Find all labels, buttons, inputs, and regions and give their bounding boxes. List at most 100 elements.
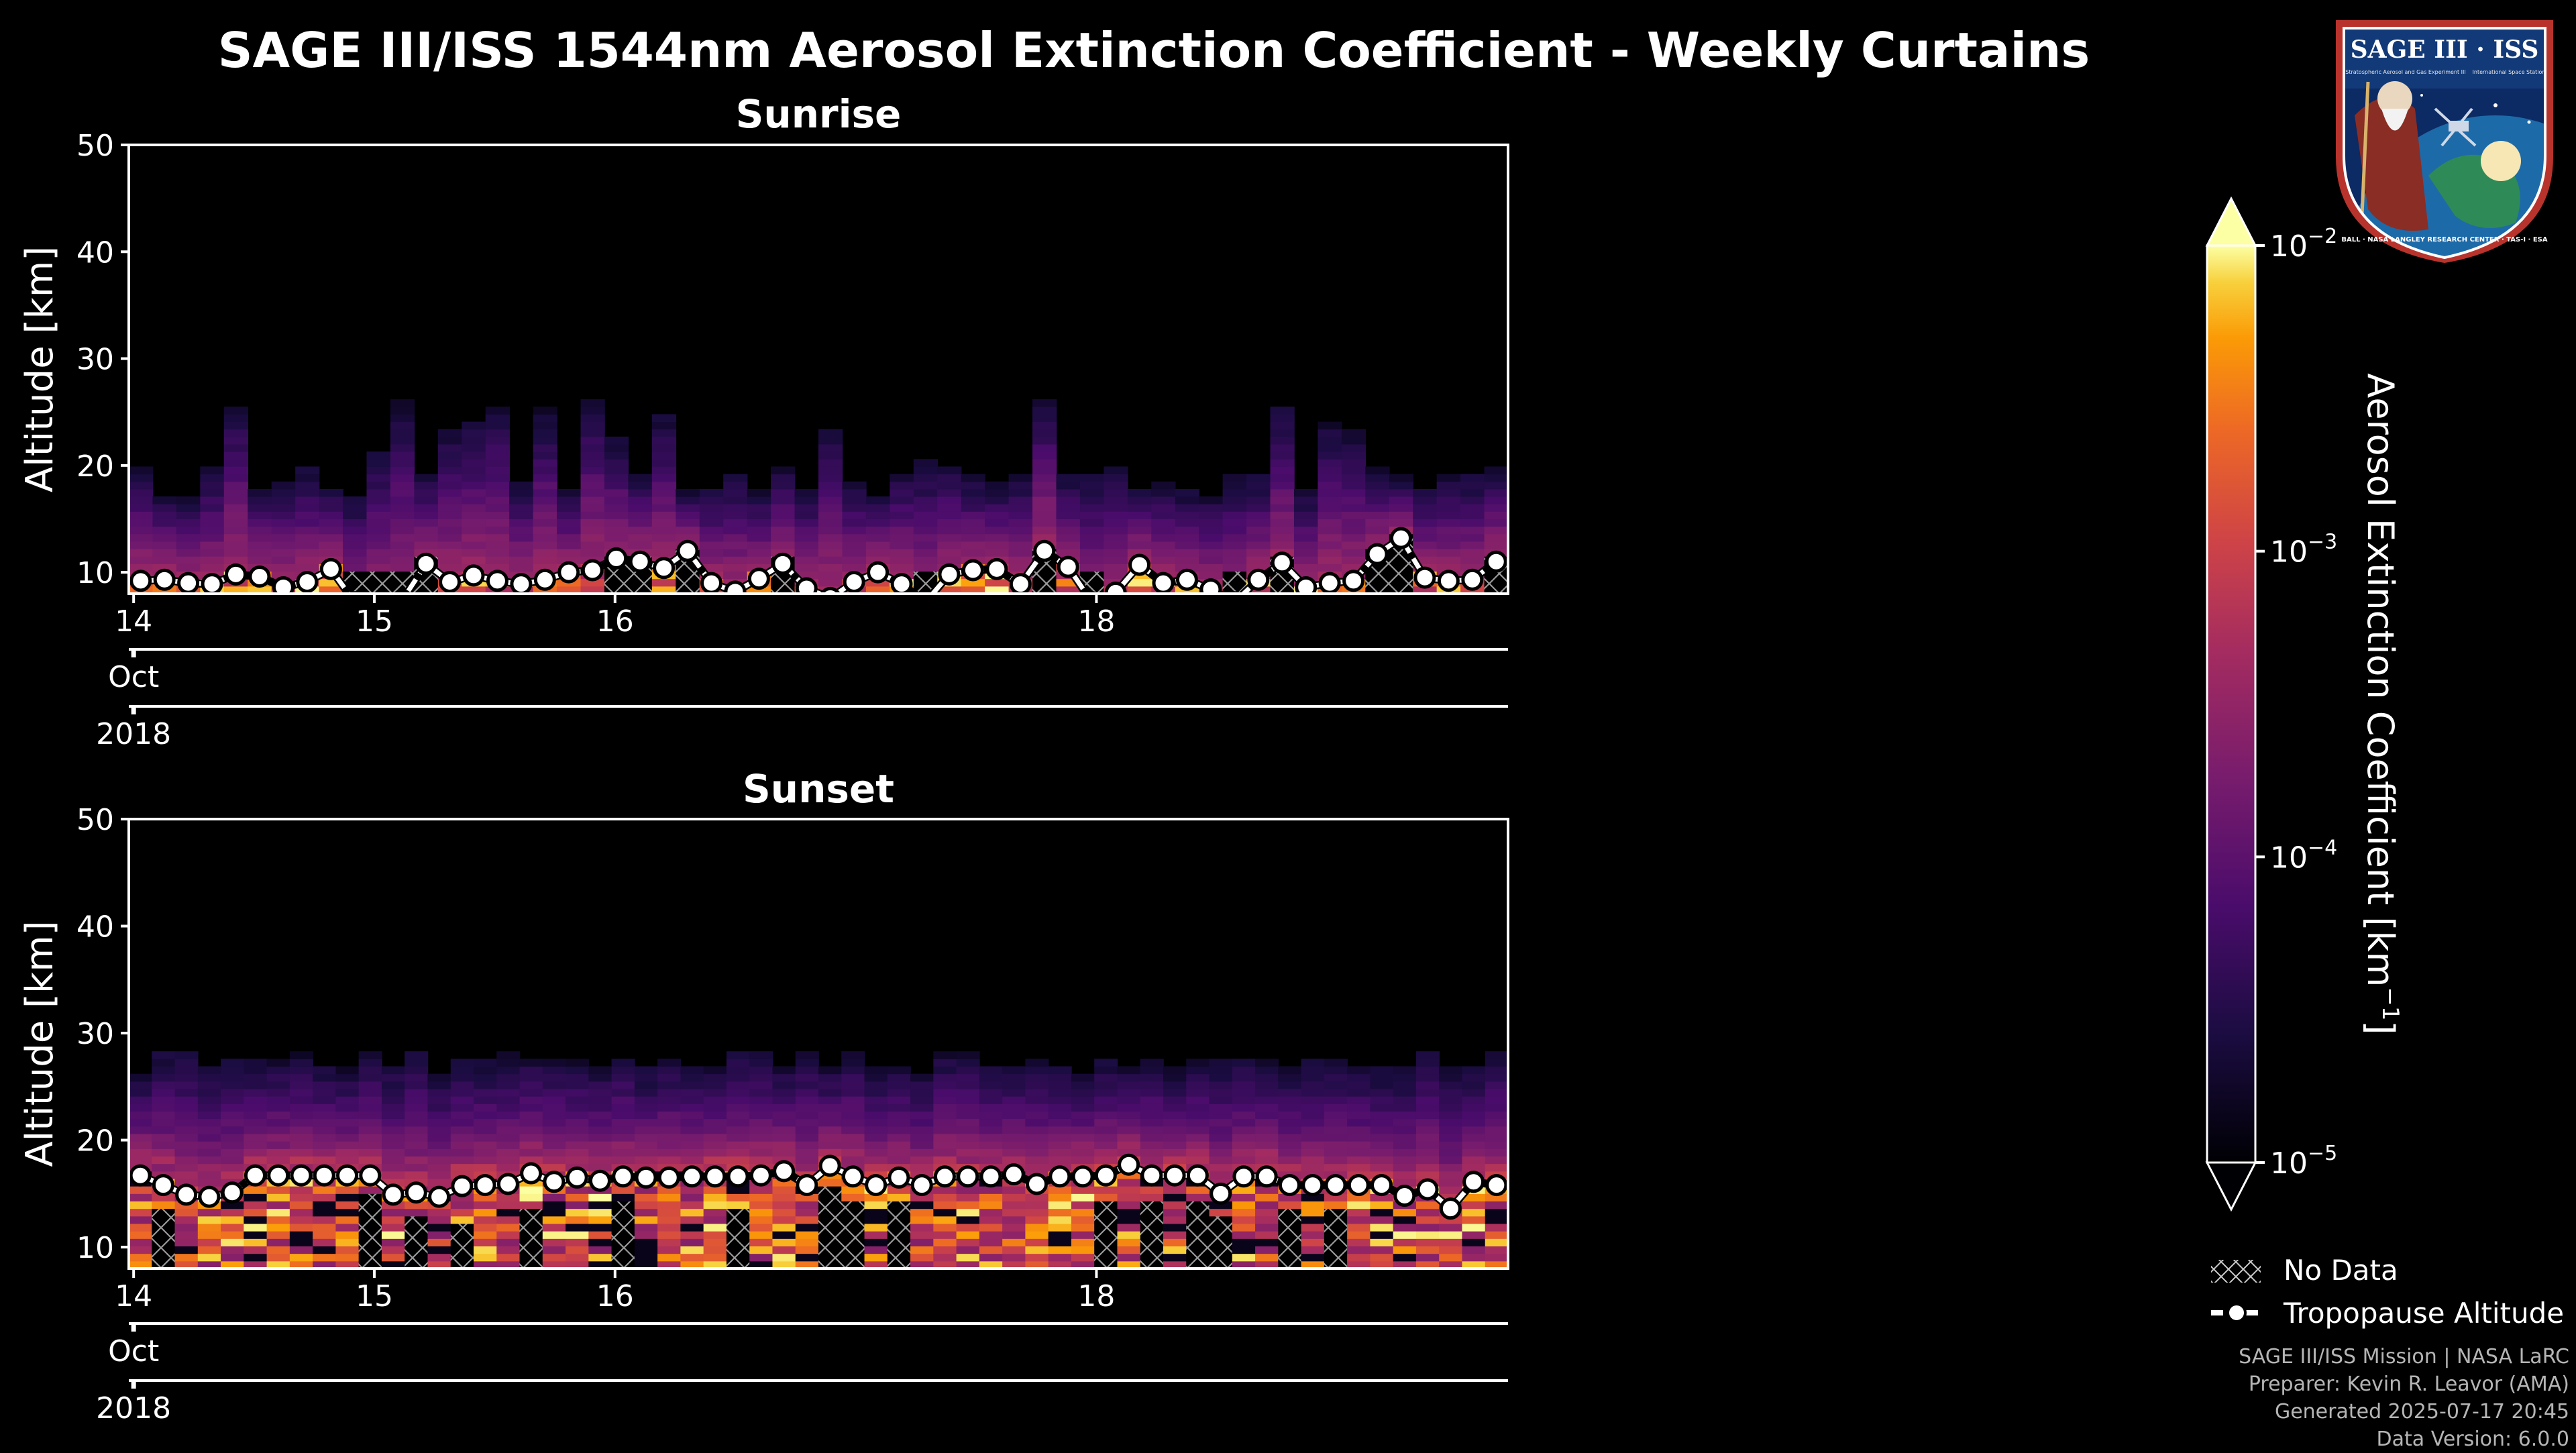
tropopause-point [796, 1174, 818, 1197]
extinction-cell [152, 1201, 176, 1209]
extinction-cell [197, 1260, 221, 1269]
extinction-cell [651, 496, 677, 504]
extinction-cell [509, 481, 534, 490]
extinction-cell [1484, 511, 1508, 519]
no-data-cell [1324, 1208, 1348, 1217]
extinction-cell [676, 488, 700, 497]
extinction-cell [841, 1126, 865, 1134]
extinction-cell [1140, 1126, 1164, 1134]
extinction-cell [604, 451, 629, 460]
extinction-cell [248, 541, 272, 549]
extinction-cell [747, 556, 771, 564]
extinction-cell [358, 1118, 382, 1127]
extinction-cell [749, 1231, 773, 1239]
extinction-cell [566, 1126, 590, 1134]
extinction-cell [1485, 1104, 1508, 1112]
extinction-cell [496, 1096, 521, 1104]
extinction-cell [1270, 481, 1295, 490]
extinction-cell [1222, 519, 1247, 527]
extinction-cell [772, 1156, 796, 1165]
extinction-cell [390, 563, 415, 572]
extinction-cell [864, 1201, 888, 1209]
extinction-cell [313, 1134, 337, 1142]
extinction-cell [1140, 1089, 1164, 1097]
extinction-cell [200, 526, 225, 535]
extinction-cell [1151, 496, 1176, 504]
extinction-cell [979, 1253, 1003, 1262]
extinction-cell [1079, 533, 1105, 542]
extinction-cell [223, 444, 249, 452]
extinction-cell [580, 436, 605, 445]
extinction-cell [427, 1096, 451, 1104]
extinction-cell [865, 496, 891, 504]
extinction-cell [1301, 1118, 1325, 1127]
extinction-cell [566, 1089, 590, 1097]
extinction-cell [335, 1238, 360, 1246]
extinction-cell [1094, 1134, 1118, 1142]
extinction-cell [485, 549, 510, 557]
extinction-cell [1324, 1073, 1348, 1082]
extinction-cell [818, 1126, 843, 1134]
extinction-cell [152, 1134, 176, 1142]
extinction-cell [223, 459, 249, 467]
extinction-cell [588, 1104, 612, 1112]
extinction-cell [450, 1104, 474, 1112]
extinction-cell [533, 459, 557, 467]
extinction-cell [749, 1141, 773, 1149]
extinction-cell [1032, 488, 1057, 497]
extinction-cell [794, 511, 819, 519]
extinction-cell [343, 541, 368, 549]
extinction-cell [533, 533, 557, 542]
extinction-cell [979, 1156, 1003, 1165]
extinction-cell [864, 1238, 888, 1246]
extinction-cell [1117, 1179, 1141, 1187]
extinction-cell [680, 1134, 704, 1142]
extinction-cell [657, 1246, 682, 1254]
extinction-cell [1415, 1201, 1440, 1209]
extinction-cell [223, 533, 249, 542]
extinction-cell [176, 541, 201, 549]
extinction-cell [1186, 1156, 1210, 1165]
extinction-cell [248, 504, 272, 512]
extinction-cell [1025, 1111, 1049, 1120]
no-data-cell [358, 1224, 382, 1232]
extinction-cell [747, 488, 771, 497]
extinction-cell [1140, 1186, 1164, 1194]
extinction-cell [462, 474, 486, 482]
extinction-cell [1163, 1260, 1187, 1269]
extinction-cell [937, 466, 962, 475]
extinction-cell [818, 496, 843, 504]
extinction-cell [1347, 1260, 1371, 1269]
extinction-cell [588, 1111, 612, 1120]
extinction-cell [437, 496, 463, 504]
extinction-cell [657, 1066, 682, 1075]
extinction-cell [289, 1134, 313, 1142]
extinction-cell [390, 541, 415, 549]
extinction-cell [1341, 474, 1366, 482]
extinction-cell [129, 474, 154, 482]
extinction-cell [634, 1096, 658, 1104]
extinction-cell [221, 1066, 245, 1075]
extinction-cell [1104, 533, 1128, 542]
extinction-cell [1462, 1238, 1486, 1246]
extinction-cell [1370, 1260, 1394, 1269]
no-data-cell [887, 1201, 911, 1209]
extinction-cell [1255, 1246, 1279, 1254]
extinction-cell [289, 1126, 313, 1134]
extinction-cell [223, 481, 249, 490]
tropopause-point [1199, 578, 1222, 594]
extinction-cell [450, 1126, 474, 1134]
extinction-cell [842, 488, 867, 497]
extinction-cell [271, 519, 296, 527]
extinction-cell [1347, 1163, 1371, 1172]
extinction-cell [485, 459, 510, 467]
extinction-cell [533, 496, 557, 504]
extinction-cell [703, 1246, 727, 1254]
extinction-cell [1301, 1231, 1325, 1239]
extinction-cell [313, 1253, 337, 1262]
extinction-cell [818, 451, 843, 460]
extinction-cell [289, 1208, 313, 1217]
extinction-cell [1436, 504, 1461, 512]
no-data-cell [390, 578, 415, 587]
extinction-cell [864, 1111, 888, 1120]
